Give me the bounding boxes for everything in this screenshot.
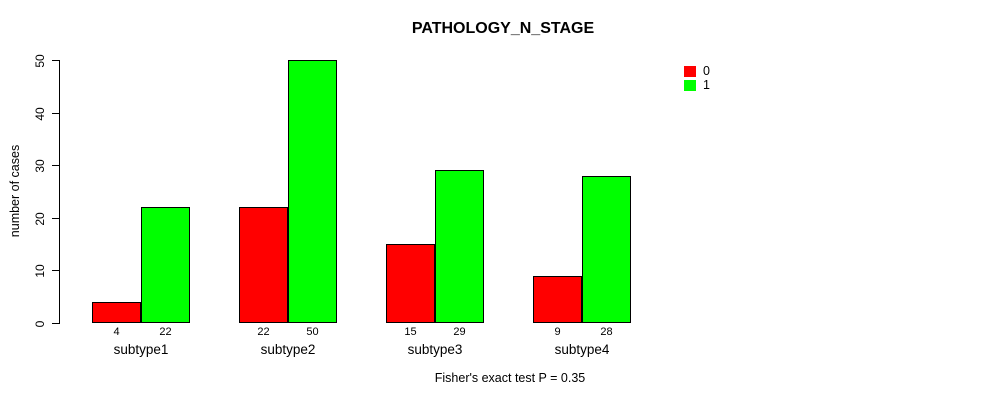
bar-value-label: 9 — [554, 326, 561, 338]
y-axis-tick — [52, 270, 60, 271]
y-axis-tick-label: 30 — [33, 158, 47, 173]
y-axis-tick — [52, 60, 60, 61]
bar-subtype4-series-1 — [582, 176, 631, 323]
legend-label-series-0: 0 — [703, 64, 710, 78]
bar-value-label: 22 — [257, 326, 270, 338]
y-axis-tick-label: 20 — [33, 211, 47, 226]
y-axis-tick — [52, 218, 60, 219]
x-axis-category-label: subtype4 — [554, 342, 610, 357]
bar-value-label: 50 — [306, 326, 319, 338]
y-axis-tick-label: 10 — [33, 263, 47, 278]
bar-subtype3-series-1 — [435, 170, 484, 323]
x-axis-category-label: subtype1 — [113, 342, 169, 357]
y-axis-tick — [52, 323, 60, 324]
legend-swatch-green — [684, 79, 696, 91]
chart-title: PATHOLOGY_N_STAGE — [411, 20, 595, 37]
bar-subtype1-series-1 — [141, 207, 190, 323]
legend-label-series-1: 1 — [703, 78, 710, 92]
legend-swatch-red — [684, 65, 696, 77]
bar-value-label: 29 — [453, 326, 466, 338]
y-axis-tick — [52, 165, 60, 166]
bar-subtype2-series-0 — [239, 207, 288, 323]
bar-value-label: 15 — [404, 326, 417, 338]
bar-subtype2-series-1 — [288, 60, 337, 323]
legend-item-series-0: 0 — [684, 64, 710, 78]
y-axis-tick-label: 0 — [33, 320, 47, 327]
bar-value-label: 22 — [159, 326, 172, 338]
x-axis-category-label: subtype3 — [407, 342, 463, 357]
y-axis-tick — [52, 113, 60, 114]
x-axis-category-label: subtype2 — [260, 342, 316, 357]
legend-item-series-1: 1 — [684, 78, 710, 92]
y-axis-label: number of cases — [8, 144, 22, 238]
y-axis-line — [59, 60, 60, 324]
legend: 0 1 — [684, 64, 710, 93]
bar-value-label: 28 — [600, 326, 613, 338]
bar-subtype1-series-0 — [92, 302, 141, 323]
bar-subtype3-series-0 — [386, 244, 435, 323]
fisher-test-annotation: Fisher's exact test P = 0.35 — [434, 371, 586, 385]
bar-subtype4-series-0 — [533, 276, 582, 323]
bar-value-label: 4 — [113, 326, 120, 338]
y-axis-tick-label: 40 — [33, 106, 47, 121]
y-axis-tick-label: 50 — [33, 53, 47, 68]
